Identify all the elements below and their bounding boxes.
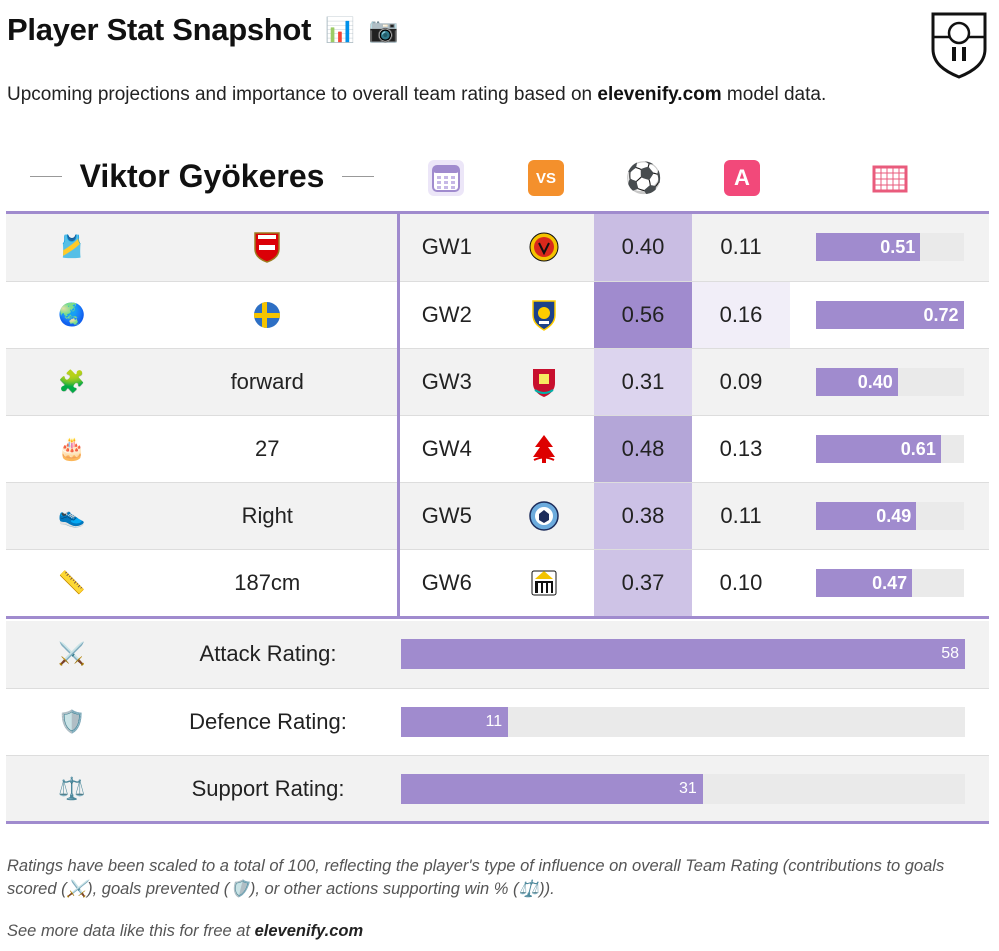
assist-prob: 0.13 — [692, 415, 790, 483]
camera-icon: 📷 — [368, 16, 399, 44]
rating-bar: 31 — [401, 773, 965, 804]
assist-prob: 0.10 — [692, 549, 790, 616]
projection-table: 🎽 GW1 0.40 0.11 0.51 🌏 GW2 0.56 0.16 0.7… — [6, 214, 989, 616]
bottom-rule — [6, 821, 989, 824]
newcastle-crest-icon — [529, 569, 559, 596]
total-bar-fill: 0.61 — [815, 434, 941, 463]
goal-prob: 0.31 — [594, 348, 692, 416]
rating-bar-fill: 31 — [401, 773, 703, 804]
bar-chart-icon: 📊 — [325, 16, 355, 44]
soccer-ball-icon: ⚽ — [625, 161, 663, 195]
leeds-crest-icon — [529, 299, 559, 331]
attribute-value: forward — [230, 368, 304, 394]
goal-prob: 0.40 — [594, 214, 692, 282]
middle-rule — [6, 616, 989, 619]
total-bar: 0.40 — [815, 367, 964, 396]
goal-prob: 0.37 — [594, 549, 692, 616]
gameweek: GW3 — [398, 348, 494, 416]
total-bar-fill: 0.40 — [815, 367, 898, 396]
manchester-city-crest-icon — [529, 500, 559, 531]
rating-row: 🛡️ Defence Rating: 11 — [6, 688, 989, 756]
goal-prob: 0.38 — [594, 482, 692, 550]
footer: See more data like this for free at elev… — [7, 922, 364, 940]
subtitle: Upcoming projections and importance to o… — [7, 84, 827, 105]
player-name: Viktor Gyökeres — [6, 158, 398, 195]
table-row: 🧩 forward GW3 0.31 0.09 0.40 — [6, 348, 989, 416]
attribute-value: 187cm — [234, 569, 301, 595]
assist-prob: 0.11 — [692, 482, 790, 550]
gameweek: GW2 — [398, 281, 494, 349]
table-row: 🌏 GW2 0.56 0.16 0.72 — [6, 281, 989, 349]
manchester-united-crest-icon — [529, 232, 559, 262]
goal-net-icon — [872, 160, 908, 196]
nottingham-forest-crest-icon — [529, 434, 559, 463]
goal-prob: 0.48 — [594, 415, 692, 483]
total-bar-fill: 0.49 — [815, 501, 917, 530]
shoe-icon: 👟 — [58, 502, 86, 528]
footnote: Ratings have been scaled to a total of 1… — [7, 857, 945, 898]
total-bar: 0.61 — [815, 434, 964, 463]
table-row: 🎽 GW1 0.40 0.11 0.51 — [6, 214, 989, 282]
rating-bar-fill: 11 — [401, 706, 509, 737]
puzzle-icon: 🧩 — [58, 368, 86, 394]
rating-row: ⚔️ Attack Rating: 58 — [6, 621, 989, 689]
page-title: Player Stat Snapshot 📊 📷 — [7, 12, 399, 48]
ruler-icon: 📏 — [58, 569, 86, 595]
total-bar-fill: 0.47 — [815, 568, 913, 597]
liverpool-crest-icon — [529, 367, 559, 397]
total-bar-fill: 0.51 — [815, 233, 921, 262]
rating-label: Attack Rating: — [138, 621, 398, 689]
rating-bar-fill: 58 — [401, 639, 965, 670]
rating-label: Support Rating: — [138, 755, 398, 822]
assist-prob: 0.09 — [692, 348, 790, 416]
gameweek: GW5 — [398, 482, 494, 550]
rating-bar: 11 — [401, 706, 965, 737]
table-header: Viktor Gyökeres VS ⚽ A — [6, 146, 989, 212]
crossed-swords-icon: ⚔️ — [58, 641, 86, 667]
total-bar: 0.51 — [815, 233, 964, 262]
total-bar-fill: 0.72 — [815, 300, 964, 329]
table-row: 👟 Right GW5 0.38 0.11 0.49 — [6, 482, 989, 550]
site-link[interactable]: elevenify.com — [597, 84, 722, 105]
arsenal-crest-icon — [252, 232, 282, 264]
gameweek: GW1 — [398, 214, 494, 282]
assist-prob: 0.11 — [692, 214, 790, 282]
shield-icon: 🛡️ — [58, 708, 86, 734]
total-bar: 0.72 — [815, 300, 964, 329]
cake-icon: 🎂 — [58, 435, 86, 461]
scales-icon: ⚖️ — [58, 775, 86, 801]
title-text: Player Stat Snapshot — [7, 12, 312, 47]
ratings-table: ⚔️ Attack Rating: 58 🛡️ Defence Rating: … — [6, 621, 989, 822]
sweden-flag-icon — [254, 302, 281, 329]
vs-icon: VS — [528, 160, 564, 196]
calendar-icon — [428, 160, 464, 196]
gameweek: GW6 — [398, 549, 494, 616]
rating-label: Defence Rating: — [138, 688, 398, 756]
table-row: 🎂 27 GW4 0.48 0.13 0.61 — [6, 415, 989, 483]
globe-icon: 🌏 — [58, 301, 86, 327]
shirt-icon: 🎽 — [58, 234, 86, 260]
assist-prob: 0.16 — [692, 281, 790, 349]
elevenify-logo[interactable] — [930, 11, 988, 79]
attribute-value: 27 — [255, 435, 280, 461]
footer-site-link[interactable]: elevenify.com — [254, 922, 364, 940]
top-rule — [6, 211, 989, 214]
rating-bar: 58 — [401, 639, 965, 670]
goal-prob: 0.56 — [594, 281, 692, 349]
total-bar: 0.47 — [815, 568, 964, 597]
assist-icon: A — [724, 160, 760, 196]
table-row: 📏 187cm GW6 0.37 0.10 0.47 — [6, 549, 989, 616]
total-bar: 0.49 — [815, 501, 964, 530]
rating-row: ⚖️ Support Rating: 31 — [6, 755, 989, 822]
attribute-value: Right — [241, 502, 293, 528]
gameweek: GW4 — [398, 415, 494, 483]
